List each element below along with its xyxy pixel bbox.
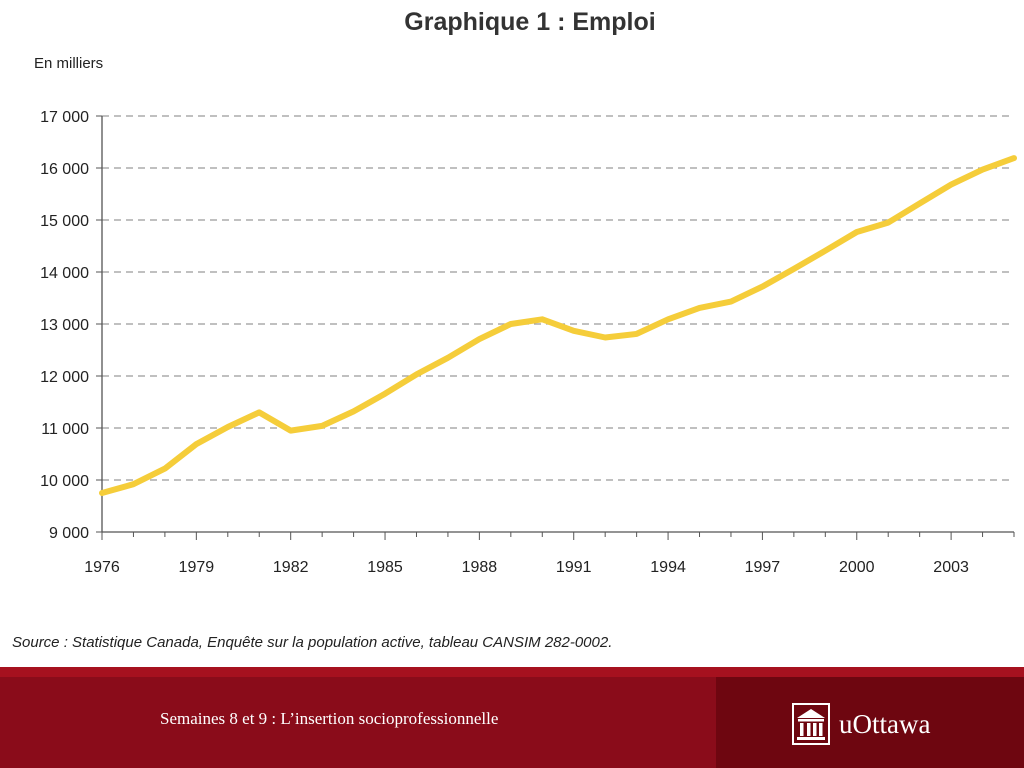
x-tick-labels: 1976 1979 1982 1985 1988 1991 1994 1997 2000 2003 xyxy=(84,559,969,576)
y-tick-label: 10 000 xyxy=(40,473,89,490)
y-tick-label: 17 000 xyxy=(40,109,89,126)
footer-caption: Semaines 8 et 9 : L’insertion socioprofe… xyxy=(160,709,499,728)
footer-banner: Semaines 8 et 9 : L’insertion socioprofe… xyxy=(0,667,1024,768)
source-note: Source : Statistique Canada, Enquête sur… xyxy=(12,634,613,651)
logo-text: uOttawa xyxy=(839,708,931,739)
x-tick-label: 1985 xyxy=(367,559,403,576)
x-tick-label: 1988 xyxy=(462,559,498,576)
series-line-employment xyxy=(99,155,1017,496)
y-tick-label: 12 000 xyxy=(40,369,89,386)
x-tick-label: 1991 xyxy=(556,559,592,576)
uottawa-logo: uOttawa xyxy=(792,702,930,746)
x-tick-label: 1997 xyxy=(745,559,781,576)
x-tick-label: 1982 xyxy=(273,559,309,576)
chart-title: Graphique 1 : Emploi xyxy=(404,8,656,36)
y-axis-unit-label: En milliers xyxy=(34,55,104,72)
footer-stripe xyxy=(0,667,1024,677)
grid-lines xyxy=(102,115,1014,481)
y-tick-label: 13 000 xyxy=(40,317,89,334)
y-tick-labels: 9 000 10 000 11 000 12 000 13 000 14 000 15 00… xyxy=(40,109,89,542)
x-tick-label: 1994 xyxy=(650,559,686,576)
y-tick-label: 9 000 xyxy=(49,525,89,542)
y-tick-label: 14 000 xyxy=(40,265,89,282)
series-lines xyxy=(99,155,1017,496)
line-chart: 9 000 10 000 11 000 12 000 13 000 14 000 15 00… xyxy=(40,109,1017,576)
x-tick-label: 2000 xyxy=(839,559,875,576)
y-tick-label: 15 000 xyxy=(40,213,89,230)
university-building-icon xyxy=(792,703,830,745)
y-tick-label: 11 000 xyxy=(41,421,89,438)
x-tick-label: 1979 xyxy=(179,559,215,576)
axes xyxy=(96,115,1015,540)
x-tick-label: 2003 xyxy=(933,559,969,576)
y-tick-label: 16 000 xyxy=(40,161,89,178)
footer-logo-panel xyxy=(716,677,1024,768)
x-tick-label: 1976 xyxy=(84,559,120,576)
